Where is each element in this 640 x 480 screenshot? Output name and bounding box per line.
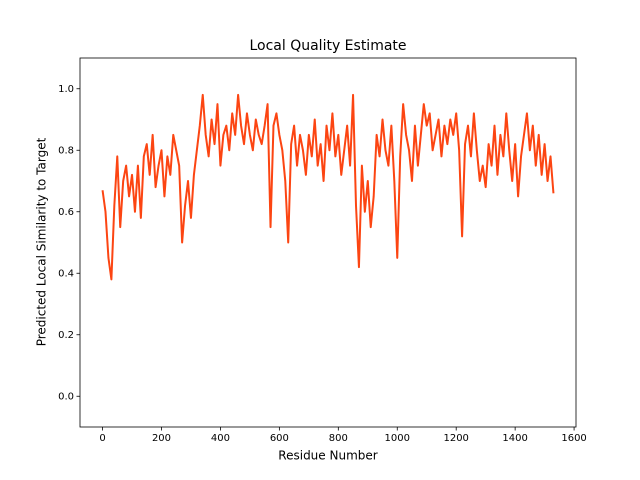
- x-tick-label: 1000: [385, 433, 410, 444]
- x-tick-label: 1600: [561, 433, 586, 444]
- x-tick-label: 0: [99, 433, 105, 444]
- x-axis-label: Residue Number: [278, 449, 377, 463]
- x-tick-label: 1200: [443, 433, 468, 444]
- y-tick-label: 0.4: [58, 268, 74, 279]
- x-tick-label: 200: [152, 433, 171, 444]
- x-tick-label: 800: [329, 433, 348, 444]
- plot-frame: [79, 57, 577, 428]
- y-tick-label: 1.0: [58, 84, 74, 95]
- y-tick-label: 0.8: [58, 145, 74, 156]
- x-tick-label: 600: [270, 433, 289, 444]
- y-tick-label: 0.2: [58, 330, 74, 341]
- y-tick-label: 0.6: [58, 207, 74, 218]
- y-tick-label: 0.0: [58, 391, 74, 402]
- x-tick-label: 400: [211, 433, 230, 444]
- chart-title: Local Quality Estimate: [249, 38, 406, 54]
- y-axis-label: Predicted Local Similarity to Target: [35, 137, 49, 346]
- data-line: [101, 93, 555, 281]
- x-tick-label: 1400: [502, 433, 527, 444]
